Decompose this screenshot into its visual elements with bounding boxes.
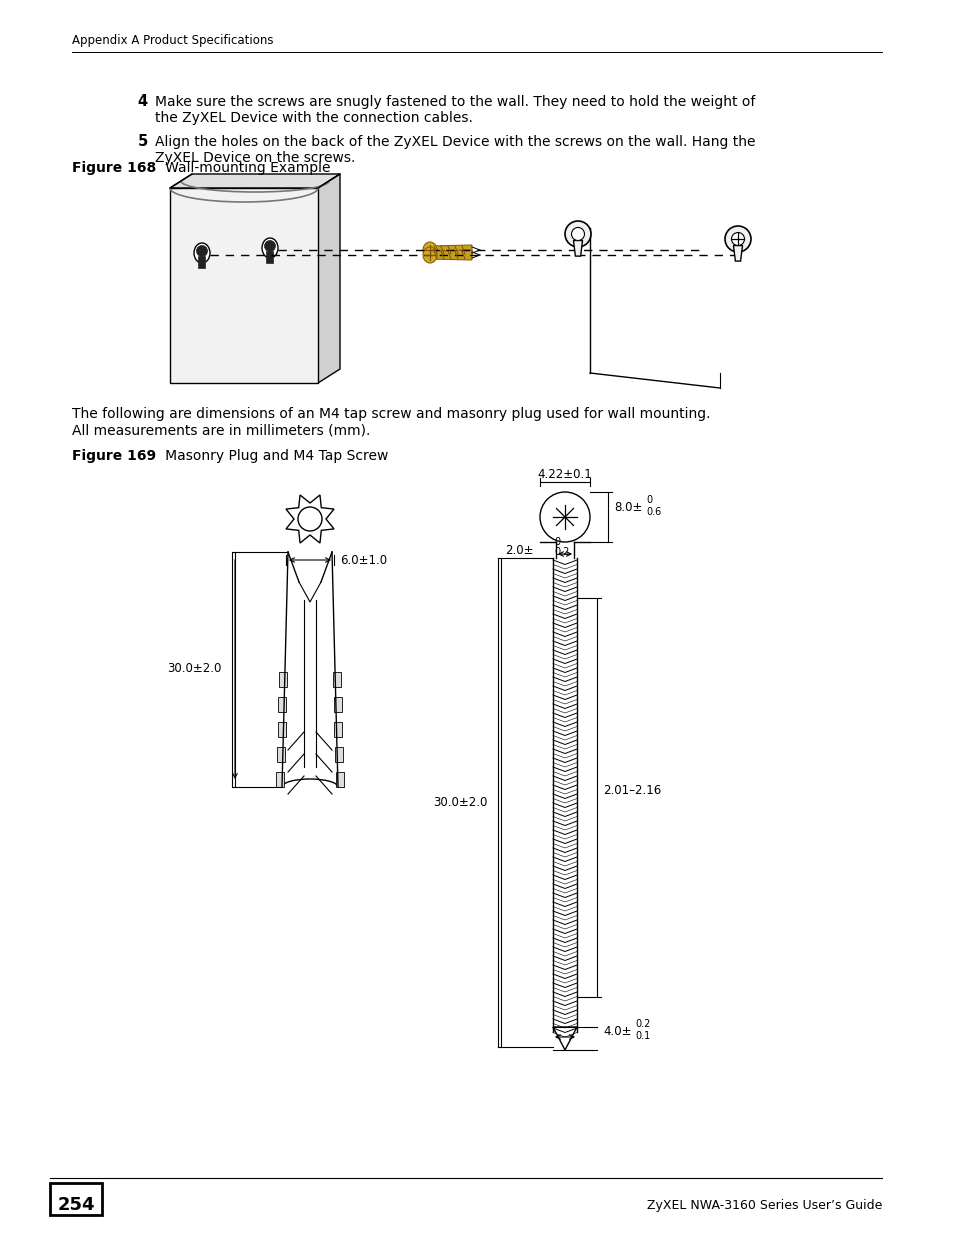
Ellipse shape bbox=[422, 242, 436, 258]
Bar bbox=[198, 256, 205, 268]
Text: 30.0±2.0: 30.0±2.0 bbox=[434, 795, 488, 809]
Ellipse shape bbox=[262, 238, 277, 258]
Text: Appendix A Product Specifications: Appendix A Product Specifications bbox=[71, 35, 274, 47]
Text: ZyXEL NWA-3160 Series User’s Guide: ZyXEL NWA-3160 Series User’s Guide bbox=[646, 1198, 882, 1212]
Text: 0.2: 0.2 bbox=[635, 1019, 650, 1029]
Text: 4.0±: 4.0± bbox=[602, 1025, 631, 1037]
Text: Masonry Plug and M4 Tap Screw: Masonry Plug and M4 Tap Screw bbox=[152, 450, 388, 463]
Text: 2.0±: 2.0± bbox=[505, 543, 534, 557]
Text: 0: 0 bbox=[645, 495, 652, 505]
Text: 8.0±: 8.0± bbox=[614, 501, 641, 514]
Circle shape bbox=[571, 227, 584, 241]
Text: Wall-mounting Example: Wall-mounting Example bbox=[152, 161, 330, 175]
Text: 30.0±2.0: 30.0±2.0 bbox=[167, 662, 221, 676]
Bar bbox=[277, 722, 285, 737]
Text: Figure 169: Figure 169 bbox=[71, 450, 156, 463]
Text: 5: 5 bbox=[137, 135, 148, 149]
Text: 0.2: 0.2 bbox=[554, 547, 569, 557]
Text: 254: 254 bbox=[57, 1195, 94, 1214]
Polygon shape bbox=[317, 174, 339, 383]
Ellipse shape bbox=[193, 243, 210, 263]
Ellipse shape bbox=[422, 247, 436, 263]
Bar bbox=[50, 1183, 102, 1215]
Bar bbox=[276, 747, 285, 762]
Text: 6.0±1.0: 6.0±1.0 bbox=[339, 555, 387, 567]
Text: ZyXEL Device on the screws.: ZyXEL Device on the screws. bbox=[154, 151, 355, 165]
Bar bbox=[335, 772, 343, 787]
Text: Figure 168: Figure 168 bbox=[71, 161, 156, 175]
Polygon shape bbox=[286, 495, 334, 543]
Polygon shape bbox=[733, 246, 741, 261]
Circle shape bbox=[539, 492, 589, 542]
Polygon shape bbox=[553, 1028, 577, 1050]
Bar bbox=[278, 672, 287, 687]
Polygon shape bbox=[430, 245, 472, 254]
Bar bbox=[266, 251, 274, 263]
Bar bbox=[170, 188, 317, 383]
Text: 0.1: 0.1 bbox=[635, 1031, 650, 1041]
Polygon shape bbox=[170, 174, 339, 188]
Circle shape bbox=[264, 241, 275, 252]
Text: 4: 4 bbox=[138, 94, 148, 109]
Text: the ZyXEL Device with the connection cables.: the ZyXEL Device with the connection cab… bbox=[154, 111, 473, 125]
Circle shape bbox=[564, 221, 590, 247]
Circle shape bbox=[731, 232, 743, 246]
Text: 0: 0 bbox=[554, 537, 559, 547]
Bar bbox=[278, 697, 286, 713]
Bar bbox=[334, 722, 342, 737]
Circle shape bbox=[196, 246, 208, 257]
Text: All measurements are in millimeters (mm).: All measurements are in millimeters (mm)… bbox=[71, 424, 370, 437]
Bar bbox=[276, 772, 284, 787]
Bar bbox=[335, 747, 343, 762]
Text: 2.01–2.16: 2.01–2.16 bbox=[602, 784, 660, 797]
Bar bbox=[334, 697, 341, 713]
Text: Align the holes on the back of the ZyXEL Device with the screws on the wall. Han: Align the holes on the back of the ZyXEL… bbox=[154, 135, 755, 149]
Bar bbox=[333, 672, 341, 687]
Polygon shape bbox=[430, 249, 472, 261]
Circle shape bbox=[724, 226, 750, 252]
Circle shape bbox=[297, 508, 322, 531]
Polygon shape bbox=[573, 241, 582, 256]
Text: 4.22±0.1: 4.22±0.1 bbox=[537, 468, 592, 480]
Text: 0.6: 0.6 bbox=[645, 508, 660, 517]
Text: The following are dimensions of an M4 tap screw and masonry plug used for wall m: The following are dimensions of an M4 ta… bbox=[71, 408, 710, 421]
Text: Make sure the screws are snugly fastened to the wall. They need to hold the weig: Make sure the screws are snugly fastened… bbox=[154, 95, 755, 109]
